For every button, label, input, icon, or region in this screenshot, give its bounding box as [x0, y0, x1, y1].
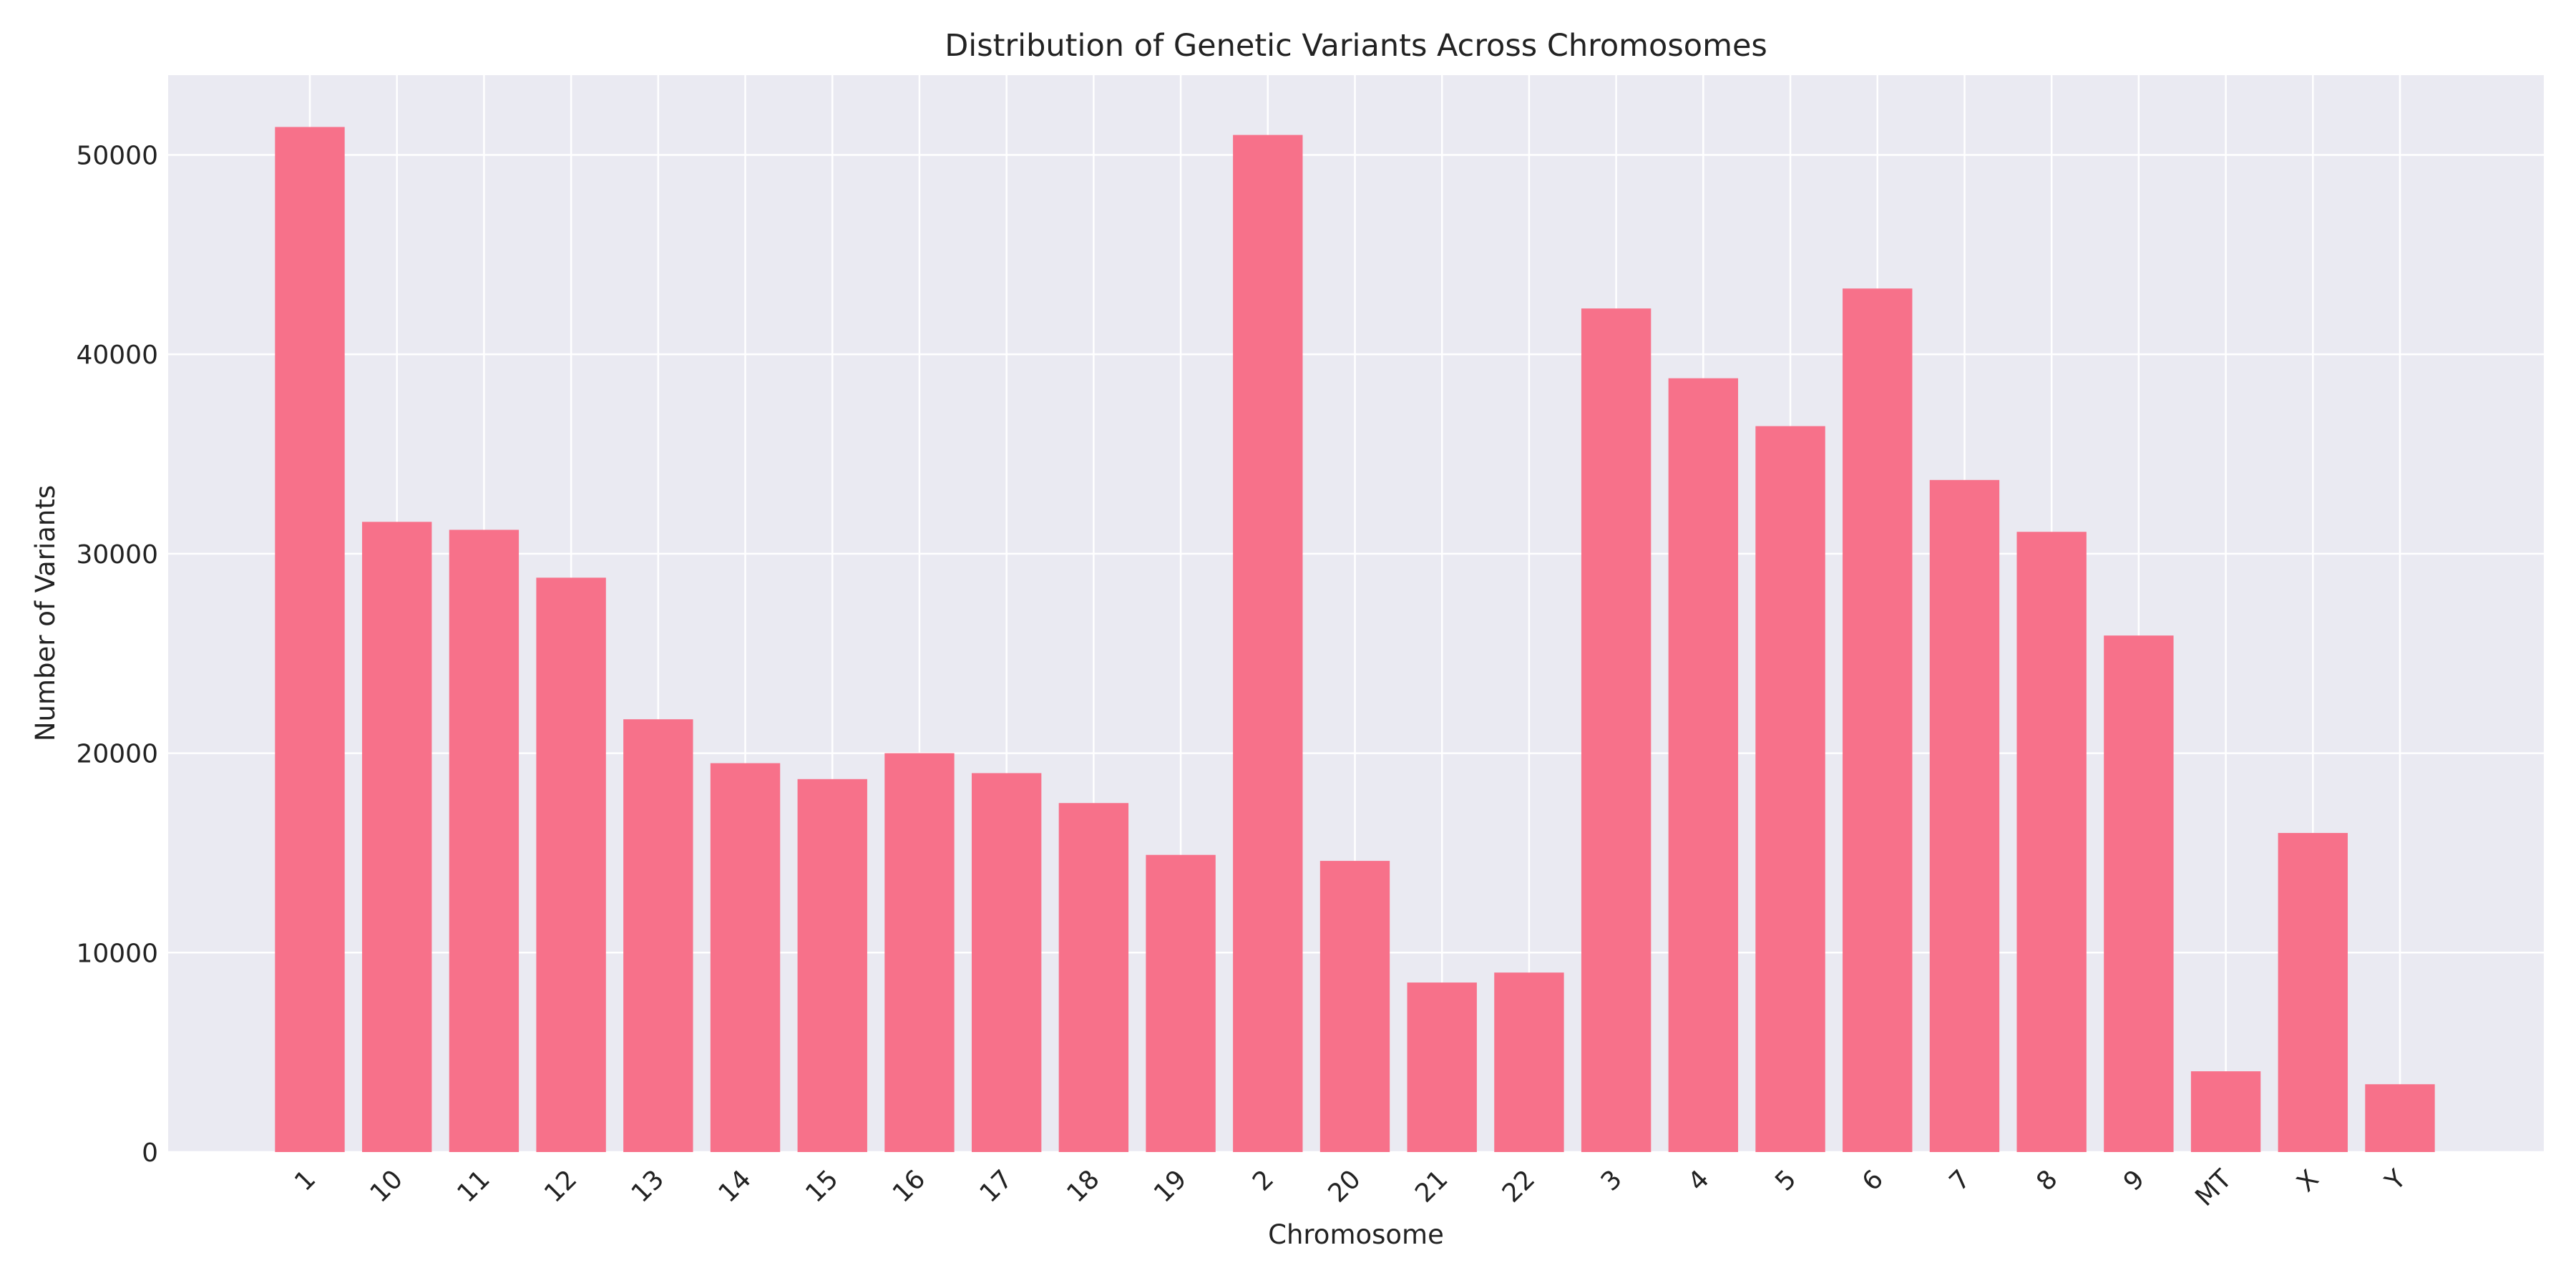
x-tick-label: 12 — [539, 1164, 582, 1208]
y-axis-label: Number of Variants — [30, 485, 61, 741]
x-tick-label: 10 — [365, 1164, 409, 1208]
y-axis-ticks: 0 10000 20000 30000 40000 50000 — [76, 141, 158, 1168]
bar-chromosome-7 — [1929, 479, 2000, 1152]
x-tick-label: 7 — [1944, 1164, 1976, 1196]
y-tick-label: 30000 — [76, 540, 158, 570]
bar-chromosome-19 — [1146, 854, 1216, 1152]
y-tick-label: 40000 — [76, 341, 158, 370]
x-axis-label: Chromosome — [1268, 1219, 1444, 1250]
x-tick-label: 21 — [1410, 1164, 1453, 1208]
x-tick-label: 6 — [1857, 1164, 1889, 1196]
x-tick-label: 14 — [713, 1164, 757, 1208]
bar-chromosome-14 — [710, 763, 781, 1152]
y-tick-label: 20000 — [76, 740, 158, 769]
bar-chromosome-5 — [1755, 426, 1825, 1152]
bar-chromosome-X — [2278, 833, 2348, 1152]
x-tick-label: 17 — [975, 1164, 1018, 1208]
bar-chromosome-12 — [536, 577, 606, 1152]
bars-layer — [275, 127, 2435, 1153]
bar-chromosome-4 — [1668, 378, 1739, 1152]
x-tick-label: 5 — [1770, 1164, 1802, 1196]
x-tick-label: 2 — [1247, 1164, 1279, 1196]
bar-chromosome-11 — [449, 530, 519, 1152]
bar-chromosome-9 — [2104, 635, 2174, 1152]
y-tick-label: 50000 — [76, 141, 158, 170]
x-tick-label: X — [2291, 1164, 2324, 1197]
x-tick-label: 22 — [1497, 1164, 1541, 1208]
bar-chromosome-16 — [884, 753, 955, 1152]
bar-chromosome-13 — [623, 719, 693, 1152]
x-tick-label: 4 — [1683, 1164, 1715, 1196]
x-tick-label: 13 — [626, 1164, 670, 1208]
x-tick-label: 9 — [2118, 1164, 2150, 1196]
bar-chromosome-21 — [1407, 982, 1477, 1152]
y-tick-label: 10000 — [76, 939, 158, 968]
bar-chromosome-18 — [1058, 803, 1129, 1152]
x-tick-label: 3 — [1596, 1164, 1628, 1196]
x-tick-label: MT — [2190, 1164, 2238, 1212]
bar-chromosome-8 — [2016, 532, 2087, 1152]
y-tick-label: 0 — [142, 1138, 158, 1168]
x-axis-ticks: 1 10 11 12 13 14 15 16 17 18 19 2 20 21 22 3 4 5 6 7 8 9 MT X Y — [289, 1164, 2412, 1212]
x-tick-label: 19 — [1148, 1164, 1192, 1208]
x-tick-label: 8 — [2031, 1164, 2063, 1196]
x-tick-label: 1 — [289, 1164, 321, 1196]
bar-chromosome-22 — [1494, 972, 1564, 1152]
x-tick-label: 11 — [452, 1164, 495, 1208]
x-tick-label: 20 — [1322, 1164, 1366, 1208]
bar-chromosome-Y — [2365, 1084, 2435, 1152]
bar-chromosome-MT — [2190, 1071, 2261, 1152]
bar-chromosome-10 — [362, 522, 432, 1152]
bar-chromosome-3 — [1581, 308, 1652, 1152]
bar-chromosome-15 — [797, 779, 867, 1152]
bar-chromosome-1 — [275, 127, 345, 1152]
x-tick-label: 18 — [1061, 1164, 1105, 1208]
bar-chromosome-17 — [971, 773, 1042, 1152]
bar-chromosome-6 — [1843, 288, 1913, 1153]
x-tick-label: Y — [2379, 1164, 2412, 1197]
bar-chromosome-2 — [1233, 135, 1303, 1153]
x-tick-label: 16 — [887, 1164, 931, 1208]
bar-chromosome-20 — [1319, 861, 1390, 1152]
chart-title: Distribution of Genetic Variants Across … — [945, 28, 1767, 64]
x-tick-label: 15 — [800, 1164, 844, 1208]
